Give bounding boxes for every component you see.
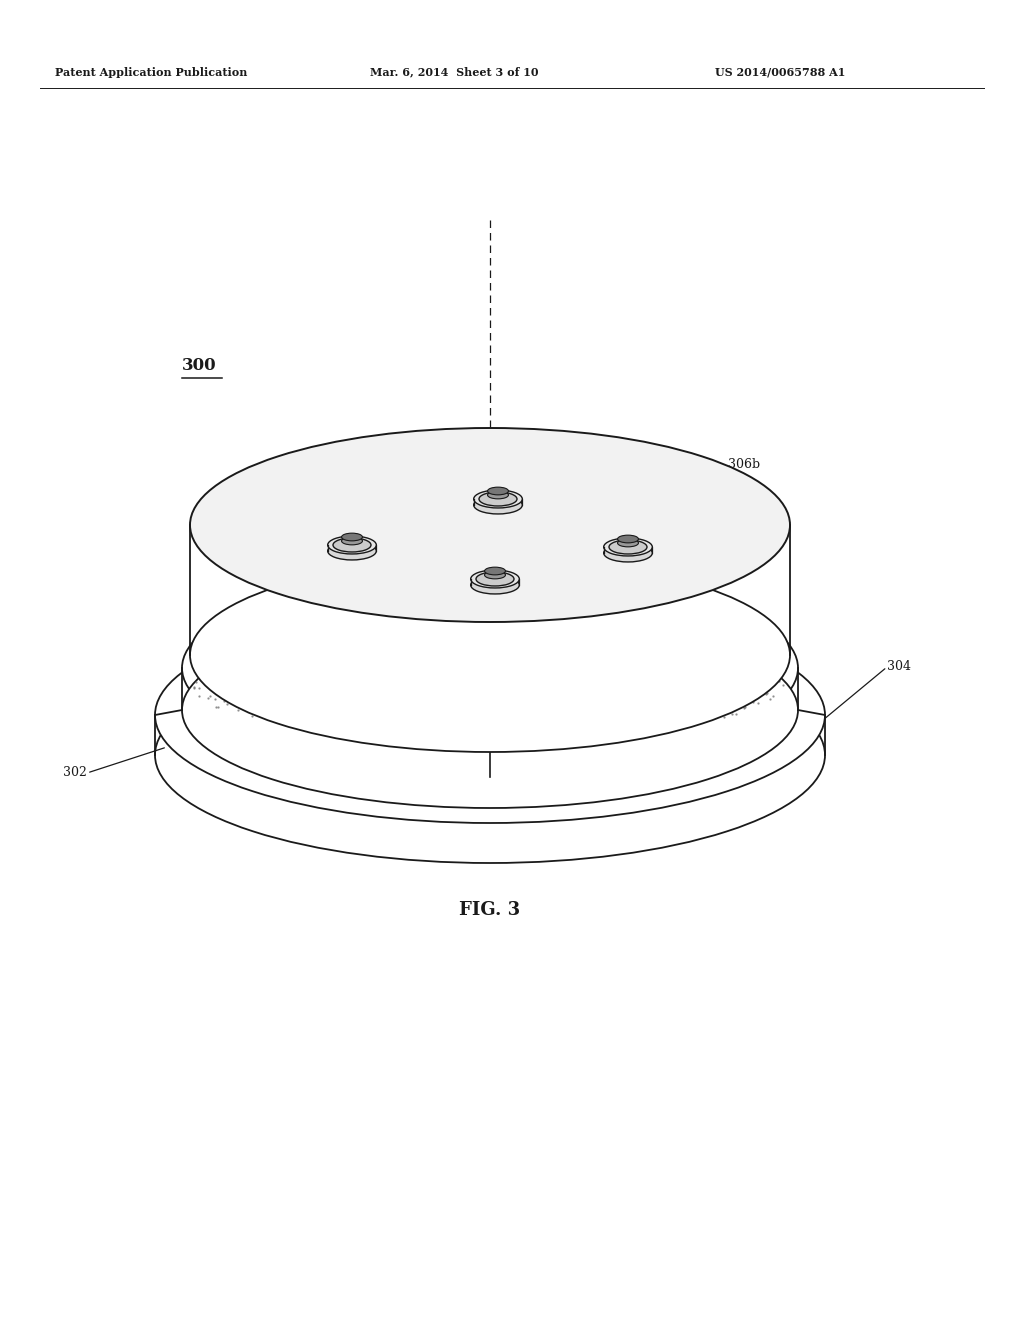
- Text: 306c: 306c: [587, 581, 618, 594]
- Ellipse shape: [609, 540, 647, 554]
- Text: Mar. 6, 2014  Sheet 3 of 10: Mar. 6, 2014 Sheet 3 of 10: [370, 66, 539, 78]
- Ellipse shape: [617, 539, 638, 546]
- Ellipse shape: [484, 568, 506, 574]
- Ellipse shape: [328, 536, 377, 554]
- Text: US 2014/0065788 A1: US 2014/0065788 A1: [715, 66, 846, 78]
- Text: 306b: 306b: [728, 458, 760, 471]
- Text: FIG. 3: FIG. 3: [460, 902, 520, 919]
- Ellipse shape: [484, 572, 506, 579]
- Ellipse shape: [487, 487, 509, 495]
- Ellipse shape: [617, 535, 638, 543]
- Ellipse shape: [333, 539, 371, 552]
- Ellipse shape: [476, 572, 514, 586]
- Ellipse shape: [155, 647, 825, 863]
- Text: 304: 304: [887, 660, 911, 673]
- Text: 306d: 306d: [424, 549, 456, 561]
- Ellipse shape: [182, 570, 798, 766]
- Text: 306a: 306a: [593, 466, 625, 479]
- Ellipse shape: [479, 492, 517, 506]
- Ellipse shape: [342, 537, 362, 545]
- Ellipse shape: [604, 544, 652, 562]
- Ellipse shape: [342, 533, 362, 541]
- Ellipse shape: [604, 539, 652, 556]
- Ellipse shape: [182, 612, 798, 808]
- Ellipse shape: [474, 496, 522, 513]
- Ellipse shape: [487, 491, 509, 499]
- Ellipse shape: [190, 558, 790, 752]
- Ellipse shape: [328, 543, 377, 560]
- Ellipse shape: [190, 428, 790, 622]
- Ellipse shape: [474, 490, 522, 508]
- Ellipse shape: [471, 576, 519, 594]
- Ellipse shape: [471, 570, 519, 587]
- Ellipse shape: [155, 607, 825, 822]
- Text: 300: 300: [182, 356, 217, 374]
- Text: Patent Application Publication: Patent Application Publication: [55, 66, 248, 78]
- Text: 302: 302: [63, 767, 87, 780]
